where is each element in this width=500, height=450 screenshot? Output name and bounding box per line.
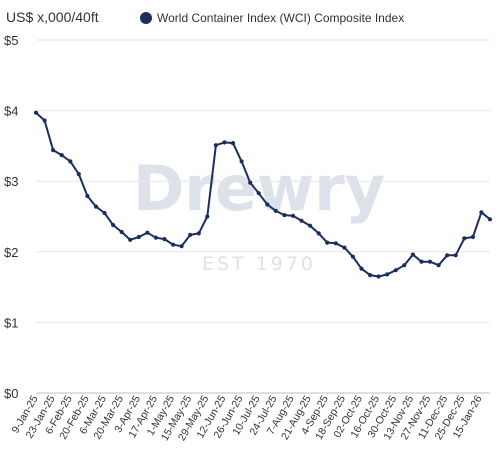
data-point	[248, 180, 253, 185]
data-point	[402, 263, 407, 268]
data-point	[145, 230, 150, 235]
data-point	[359, 266, 364, 271]
data-point	[205, 214, 210, 219]
data-point	[290, 213, 296, 218]
data-point	[93, 204, 99, 209]
data-point	[102, 210, 107, 216]
watermark-brand: Drewry	[133, 152, 385, 225]
data-point	[487, 217, 493, 222]
data-point	[462, 236, 467, 241]
data-point	[256, 191, 261, 196]
data-point	[111, 222, 116, 228]
data-point	[410, 252, 415, 257]
data-point	[171, 242, 176, 247]
data-point	[222, 140, 227, 145]
data-point	[368, 273, 373, 278]
data-point	[188, 232, 193, 237]
data-point	[479, 210, 484, 215]
watermark-tagline: EST 1970	[202, 253, 316, 275]
chart-header: US$ x,000/40ft World Container Index (WC…	[6, 9, 404, 25]
y-tick-label: $5	[4, 33, 18, 48]
y-axis-title: US$ x,000/40ft	[6, 9, 99, 25]
data-point	[470, 234, 475, 240]
data-point	[128, 237, 133, 242]
data-point	[350, 254, 355, 259]
data-point	[33, 110, 39, 115]
data-point	[213, 143, 218, 148]
data-point	[376, 274, 381, 279]
y-tick-label: $3	[4, 174, 18, 189]
data-point	[273, 208, 278, 213]
data-point	[436, 263, 441, 268]
data-point	[282, 213, 287, 218]
data-point	[76, 172, 81, 177]
data-point	[179, 244, 184, 249]
data-point	[136, 234, 141, 240]
data-point	[342, 245, 347, 250]
data-point	[385, 272, 390, 277]
data-point	[153, 235, 158, 240]
y-tick-label: $4	[4, 104, 18, 119]
data-point	[42, 118, 47, 123]
legend-marker	[140, 12, 152, 24]
data-point	[427, 259, 433, 264]
data-point	[445, 253, 450, 258]
data-point	[119, 229, 124, 235]
data-point	[419, 259, 424, 264]
y-tick-label: $0	[4, 386, 18, 401]
data-point	[51, 148, 56, 153]
gridlines	[36, 39, 490, 394]
data-point	[230, 141, 236, 146]
data-point	[239, 159, 244, 164]
data-point	[196, 231, 201, 236]
y-tick-label: $2	[4, 245, 18, 260]
data-point	[299, 218, 304, 223]
data-point	[162, 237, 167, 242]
y-tick-label: $1	[4, 315, 18, 330]
data-point	[393, 268, 398, 273]
y-axis: $0 $1 $2 $3 $4 $5	[4, 33, 18, 401]
data-point	[265, 202, 270, 207]
data-point	[325, 240, 330, 245]
x-axis: 9-Jan-2523-Jan-256-Feb-2520-Feb-256-Mar-…	[9, 393, 484, 443]
data-point	[59, 153, 64, 158]
data-point	[68, 159, 73, 164]
legend-label: World Container Index (WCI) Composite In…	[157, 11, 404, 25]
data-point	[453, 253, 458, 258]
drewry-watermark: Drewry EST 1970	[133, 152, 385, 275]
data-point	[308, 223, 313, 228]
data-point	[333, 241, 338, 246]
data-point	[316, 231, 321, 236]
series-layer	[33, 110, 493, 279]
data-point	[85, 193, 90, 199]
